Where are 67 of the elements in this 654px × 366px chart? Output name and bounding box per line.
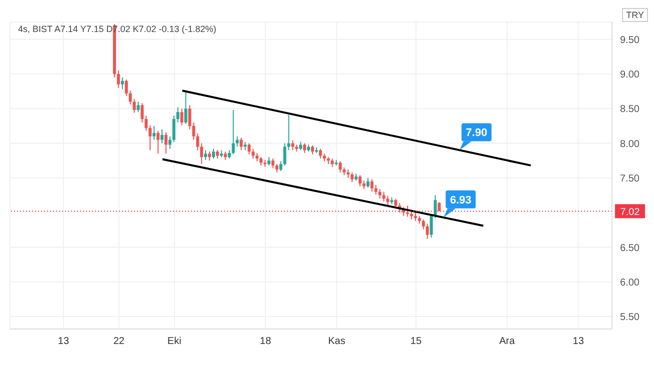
candlestick <box>358 174 362 187</box>
candlestick <box>240 137 243 151</box>
candlestick <box>374 184 378 196</box>
candlestick <box>318 148 322 160</box>
x-tick-label: Eki <box>167 336 182 348</box>
candlestick <box>366 177 370 188</box>
candlestick <box>128 90 132 105</box>
candlestick <box>212 148 215 160</box>
candlestick <box>248 142 251 155</box>
x-tick-label: 13 <box>572 336 584 348</box>
candlestick <box>120 76 124 90</box>
candlestick <box>303 142 306 154</box>
candlestick <box>200 142 204 165</box>
text: TRY <box>622 8 648 22</box>
y-tick-label: 9.00 <box>620 70 640 81</box>
candlestick <box>252 148 255 160</box>
candlestick <box>236 136 239 148</box>
candlestick <box>140 102 144 123</box>
x-tick-label: 18 <box>260 336 272 348</box>
x-tick-label: 22 <box>113 336 125 348</box>
candlestick <box>136 101 140 113</box>
candlestick <box>144 115 148 132</box>
candlestick <box>386 195 390 206</box>
candlestick <box>132 98 136 114</box>
candlestick <box>164 132 168 154</box>
candlestick <box>156 130 160 154</box>
candlestick <box>148 124 152 151</box>
candlestick <box>152 125 156 140</box>
ref-line-label: 7.02 <box>620 207 640 218</box>
candlestick <box>184 90 188 124</box>
annotation: 7.90 <box>466 127 488 140</box>
candlestick <box>378 188 382 200</box>
candlestick <box>188 104 192 130</box>
candlestick <box>204 150 208 160</box>
candlestick <box>311 144 314 155</box>
candlestick <box>350 172 354 183</box>
y-tick-label: 9.50 <box>620 34 640 46</box>
candlestick <box>406 205 410 218</box>
annotation: 6.93 <box>450 194 472 206</box>
y-tick-label: 6.00 <box>620 277 640 288</box>
candlestick <box>338 160 342 173</box>
candlestick <box>232 110 235 155</box>
candlestick <box>160 128 164 144</box>
candlestick <box>279 160 282 172</box>
candlestick <box>192 122 196 140</box>
candlestick <box>168 136 172 150</box>
y-tick-label: 7.50 <box>620 173 640 184</box>
x-tick-label: 15 <box>410 336 422 348</box>
candlestick <box>208 151 212 162</box>
candlestick <box>422 219 425 230</box>
candlestick <box>426 223 429 240</box>
candlestick <box>196 133 200 151</box>
candlestick <box>271 158 274 169</box>
candlestick <box>176 106 180 123</box>
y-tick-label: 6.50 <box>620 242 640 254</box>
x-tick-label: Ara <box>499 336 516 348</box>
y-tick-label: 8.50 <box>620 104 640 116</box>
candlestick <box>116 70 120 88</box>
candlestick <box>180 108 184 126</box>
candlestick <box>434 194 437 219</box>
candlestick <box>370 178 374 192</box>
x-tick-label: 13 <box>58 336 70 348</box>
candlestick <box>124 79 128 97</box>
y-tick-label: 5.50 <box>620 312 640 324</box>
y-tick-label: 8.00 <box>620 138 640 150</box>
candlestick <box>172 115 176 142</box>
x-tick-label: Kas <box>328 336 346 348</box>
